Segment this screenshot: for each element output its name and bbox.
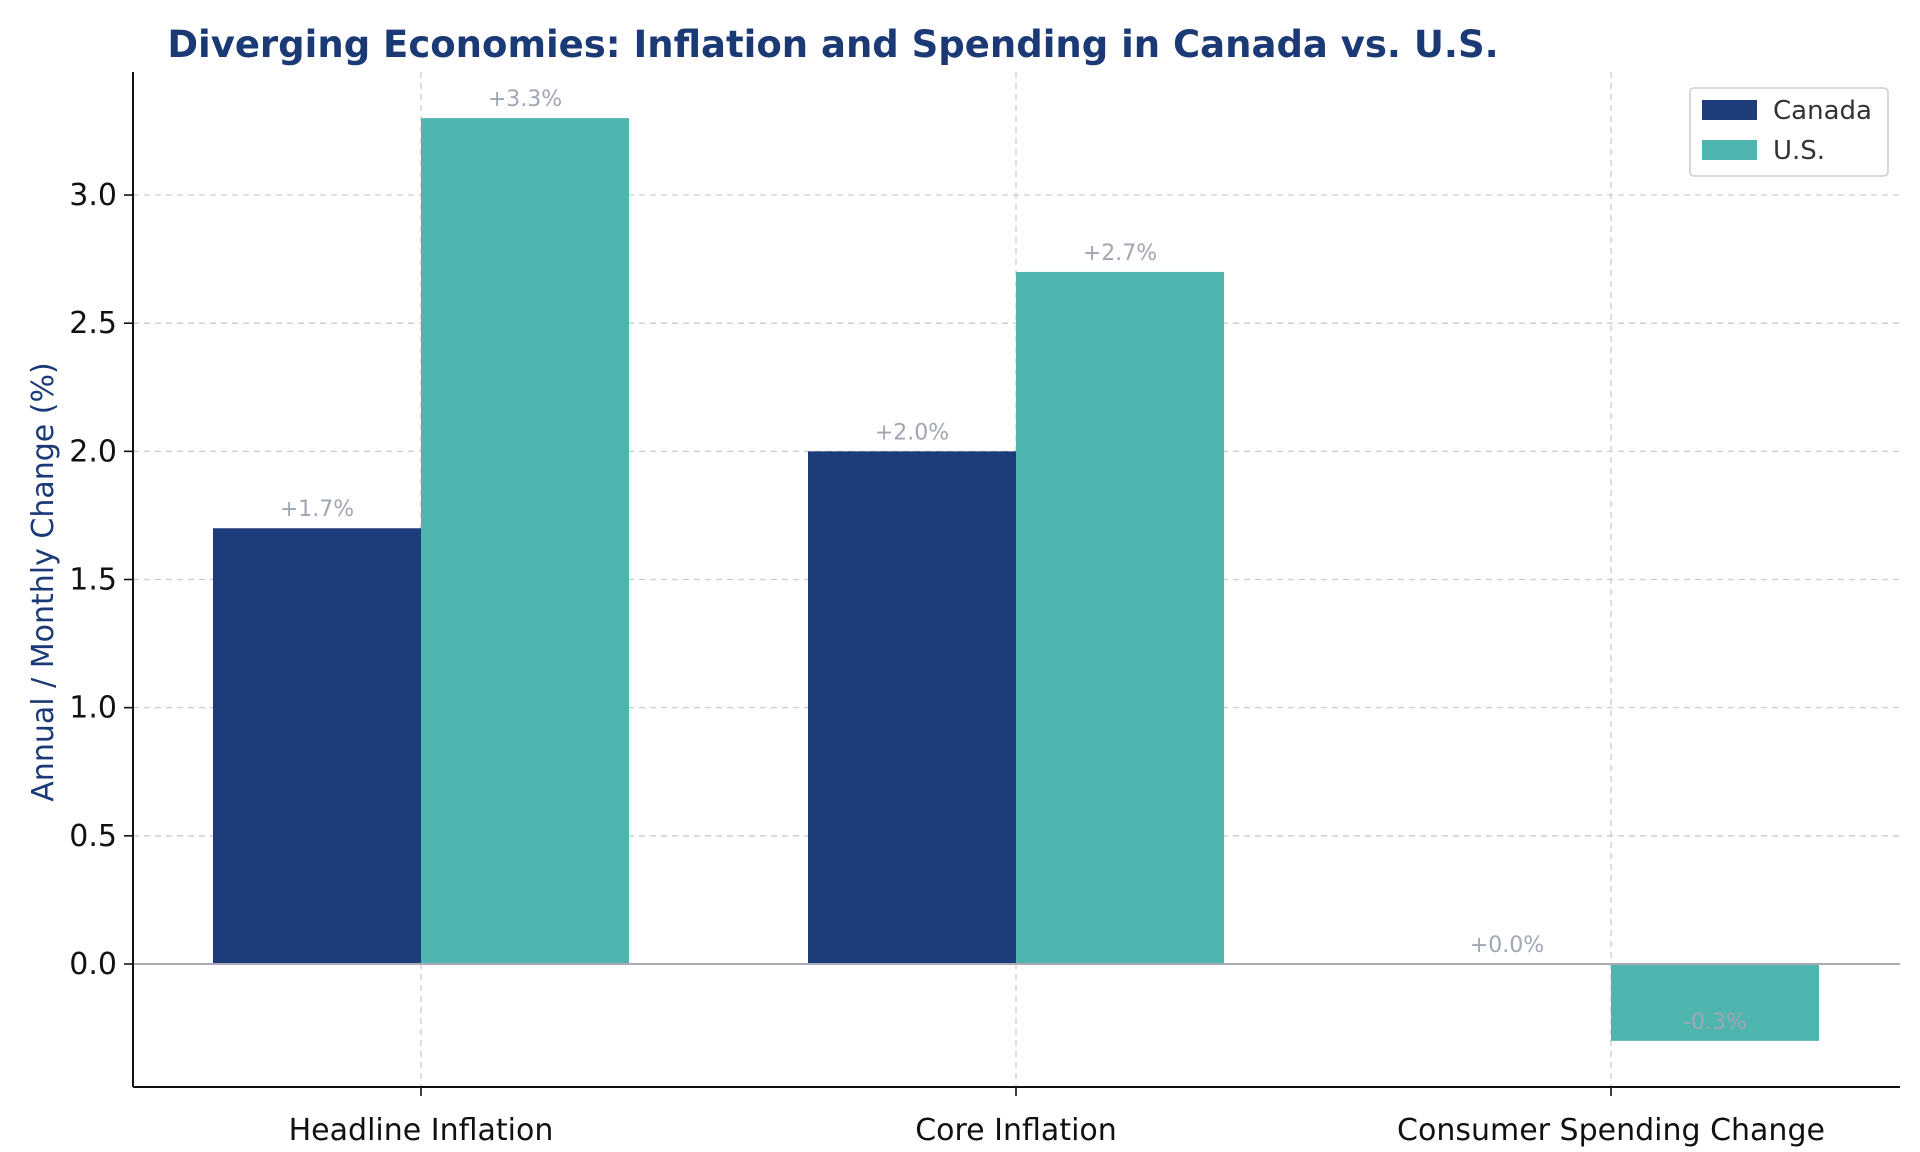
y-tick-label: 1.5 xyxy=(69,563,117,598)
chart-title: Diverging Economies: Inflation and Spend… xyxy=(167,23,1498,66)
bar-us-0 xyxy=(421,118,629,964)
axes: 0.0 0.5 1.0 1.5 2.0 2.5 3.0 Headline Inflation C… xyxy=(69,72,1900,1148)
bars xyxy=(213,118,1819,1041)
y-tick-label: 0.5 xyxy=(69,819,117,854)
y-tick-label: 2.5 xyxy=(69,306,117,341)
legend-label: U.S. xyxy=(1773,136,1825,166)
x-tick-label: Core Inflation xyxy=(915,1113,1117,1148)
y-tick-label: 1.0 xyxy=(69,691,117,726)
data-label: +1.7% xyxy=(280,497,354,522)
bar-canada-0 xyxy=(213,528,421,964)
y-tick-label: 0.0 xyxy=(69,947,117,982)
data-label: +3.3% xyxy=(488,87,562,112)
legend-swatch xyxy=(1702,140,1757,160)
x-tick-label: Consumer Spending Change xyxy=(1397,1113,1825,1148)
legend-swatch xyxy=(1702,100,1757,120)
legend-label: Canada xyxy=(1773,96,1872,126)
legend: Canada U.S. xyxy=(1689,87,1889,177)
data-label: -0.3% xyxy=(1683,1010,1747,1035)
data-label: +2.7% xyxy=(1083,241,1157,266)
y-tick-label: 3.0 xyxy=(69,178,117,213)
data-label: +2.0% xyxy=(875,420,949,445)
y-tick-label: 2.0 xyxy=(69,434,117,469)
bar-canada-1 xyxy=(808,451,1016,964)
bar-us-1 xyxy=(1016,271,1224,964)
data-label: +0.0% xyxy=(1470,933,1544,958)
y-axis-label: Annual / Monthly Change (%) xyxy=(26,362,61,801)
x-tick-label: Headline Inflation xyxy=(289,1113,554,1148)
bar-us-2 xyxy=(1611,963,1819,1041)
data-labels: +1.7% +2.0% +0.0% +3.3% +2.7% -0.3% xyxy=(280,87,1747,1035)
